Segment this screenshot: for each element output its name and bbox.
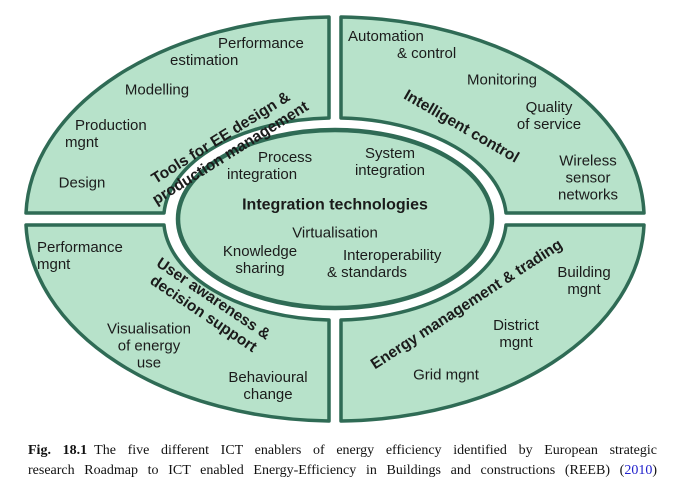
label-design: Design: [58, 174, 106, 192]
label-wireless-sensor-networks: Wireless sensor networks: [557, 152, 619, 204]
caption-text-line2: research Roadmap to ICT enabled Energy-E…: [28, 463, 625, 478]
label-knowledge-sharing: Knowledge sharing: [222, 243, 298, 277]
quadrant-intelligent-control-shape: [339, 15, 646, 215]
figure-caption: Fig. 18.1 The five different ICT enablers…: [28, 441, 657, 481]
label-interoperability-standards: Interoperability & standards: [327, 247, 442, 281]
label-modelling: Modelling: [124, 81, 190, 99]
label-performance-mgnt: Performance mgnt: [37, 239, 123, 273]
caption-line-1: Fig. 18.1 The five different ICT enablers…: [28, 441, 657, 461]
label-quality-of-service: Quality of service: [516, 99, 582, 133]
label-behavioural-change: Behavioural change: [228, 369, 308, 403]
integration-technologies-ellipse: [175, 127, 495, 311]
diagram-shapes: [24, 15, 646, 423]
caption-text-line2-close: ): [652, 463, 657, 478]
label-process-integration: Process integration: [227, 149, 313, 183]
quadrant-user-awareness-shape: [24, 223, 331, 423]
figure-number: Fig. 18.1: [28, 443, 88, 458]
label-performance-estimation: Performance estimation: [170, 35, 304, 69]
caption-text-line1: The five different ICT enablers of energ…: [94, 443, 658, 458]
quadrant-energy-management-shape: [339, 223, 646, 423]
caption-line-2: research Roadmap to ICT enabled Energy-E…: [28, 461, 657, 481]
label-building-mgnt: Building mgnt: [557, 264, 611, 298]
label-grid-mgnt: Grid mgnt: [413, 366, 479, 384]
ict-enablers-diagram: Performance estimation Modelling Product…: [24, 15, 646, 423]
label-district-mgnt: District mgnt: [493, 317, 539, 351]
label-monitoring: Monitoring: [466, 71, 538, 89]
label-production-mgnt: Production mgnt: [65, 117, 147, 151]
label-system-integration: System integration: [354, 145, 426, 179]
label-visualisation-energy-use: Visualisation of energy use: [107, 320, 191, 372]
label-virtualisation: Virtualisation: [292, 224, 378, 242]
quadrant-tools-shape: [24, 15, 331, 215]
citation-link-2010[interactable]: 2010: [624, 463, 653, 478]
label-automation-control: Automation & control: [348, 28, 457, 62]
title-integration-technologies: Integration technologies: [242, 196, 428, 214]
